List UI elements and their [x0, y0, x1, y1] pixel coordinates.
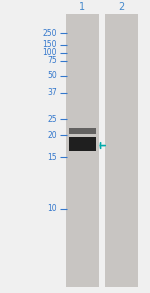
Text: 25: 25 [47, 115, 57, 124]
Text: 100: 100 [42, 48, 57, 57]
Text: 1: 1 [80, 2, 85, 12]
Text: 37: 37 [47, 88, 57, 97]
Text: 10: 10 [47, 204, 57, 213]
Bar [69, 137, 96, 151]
Bar [105, 14, 138, 287]
Text: 2: 2 [118, 2, 125, 12]
Text: 15: 15 [47, 153, 57, 162]
Text: 75: 75 [47, 56, 57, 65]
Text: 250: 250 [42, 29, 57, 38]
Text: 20: 20 [47, 131, 57, 140]
Text: 50: 50 [47, 71, 57, 80]
Bar [66, 14, 99, 287]
Bar [69, 127, 96, 134]
Text: 150: 150 [42, 40, 57, 49]
